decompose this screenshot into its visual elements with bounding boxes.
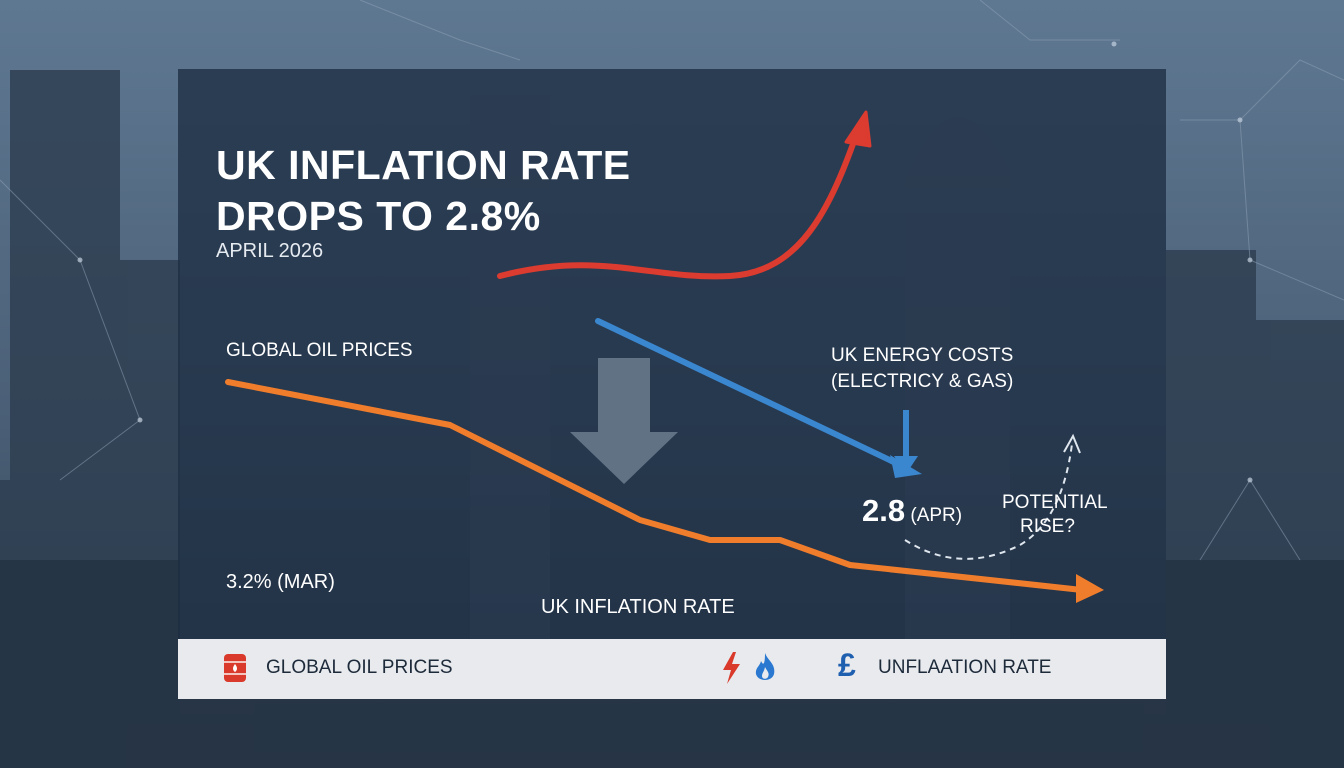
march-value-label: 3.2% (MAR) xyxy=(226,571,335,593)
oil-price-line xyxy=(225,379,1085,593)
oil-prices-label: GLOBAL OIL PRICES xyxy=(226,340,413,361)
rise-arrow-line xyxy=(497,127,861,280)
energy-costs-label-line1: UK ENERGY COSTS xyxy=(831,345,1014,366)
april-value-label: 2.8 (APR) xyxy=(862,493,962,529)
rise-arrow-head-icon xyxy=(844,110,872,148)
potential-rise-head-icon xyxy=(1063,433,1081,454)
legend-oil-label: GLOBAL OIL PRICES xyxy=(266,657,453,678)
legend-bar: GLOBAL OIL PRICES £ UNFLAATION RATE xyxy=(178,639,1166,699)
potential-rise-line1: POTENTIAL xyxy=(1002,492,1108,513)
title-line-1: UK INFLATION RATE xyxy=(216,142,631,188)
legend-inflation-label: UNFLAATION RATE xyxy=(878,657,1052,678)
panel-building-right xyxy=(905,117,1010,640)
lightning-bolt-icon xyxy=(723,652,740,684)
potential-rise-arrow xyxy=(904,443,1073,560)
energy-costs-label-line2: (ELECTRICY & GAS) xyxy=(831,371,1014,392)
oil-barrel-icon xyxy=(224,654,246,682)
page-title: UK INFLATION RATE DROPS TO 2.8% xyxy=(216,140,631,242)
potential-rise-line2: RISE? xyxy=(1020,516,1075,537)
flame-icon xyxy=(755,653,775,680)
april-suffix: (APR) xyxy=(905,505,963,526)
title-line-2: DROPS TO 2.8% xyxy=(216,193,541,239)
pound-sign-icon: £ xyxy=(838,647,856,683)
oil-arrow-head-icon xyxy=(1076,574,1104,603)
date-subtitle: APRIL 2026 xyxy=(216,240,324,262)
april-value: 2.8 xyxy=(862,493,906,528)
potential-rise-label: POTENTIAL RISE? xyxy=(1002,491,1108,539)
down-arrow-icon xyxy=(570,358,678,484)
panel-building-left xyxy=(470,95,550,639)
energy-cost-line xyxy=(595,318,903,468)
inflation-rate-label: UK INFLATION RATE xyxy=(541,596,735,618)
energy-costs-label: UK ENERGY COSTS (ELECTRICY & GAS) xyxy=(831,343,1013,395)
